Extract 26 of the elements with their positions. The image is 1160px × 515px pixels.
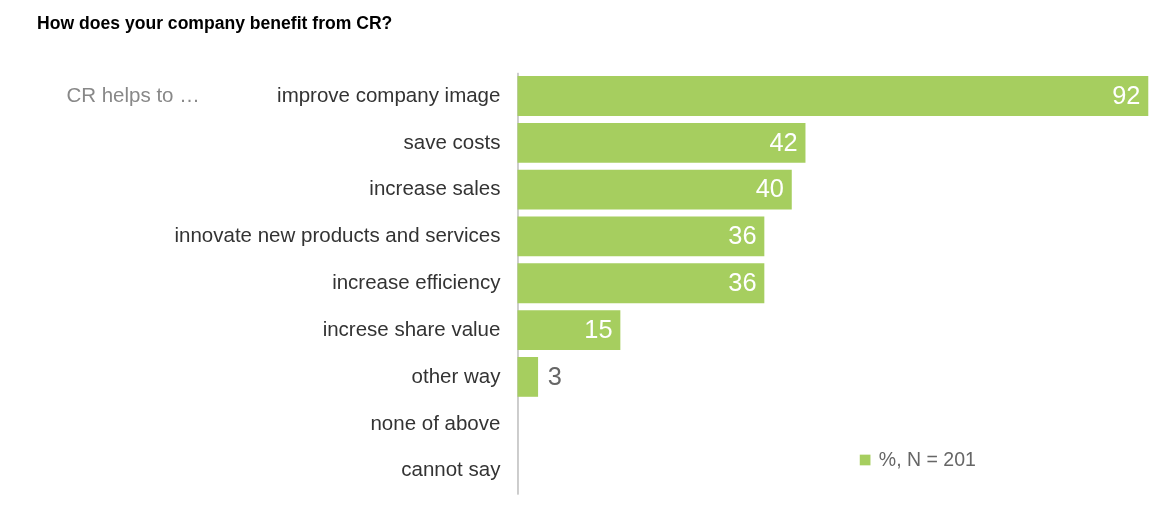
bar [517,76,1149,116]
bar [517,122,806,163]
text: CR helps to … [66,82,200,106]
bar [517,216,765,257]
y-tick-label: increse share value [322,316,501,340]
y-tick-label: improve company image [277,82,501,106]
y-tick-label: none of above [370,410,501,434]
y-tick-label: cannot say [401,457,502,481]
data-label: 92 [1112,80,1141,109]
data-label: 36 [728,221,757,250]
y-tick-label: save costs [403,129,501,153]
bar [517,310,621,350]
text: How does your company benefit from CR? [37,13,393,34]
legend-label: %, N = 201 [878,447,976,470]
data-label: 3 [547,361,562,390]
bar [517,356,539,397]
bar [517,263,765,304]
data-label: 42 [769,127,798,156]
bar [517,169,792,210]
y-tick-label: innovate new products and services [174,223,501,247]
y-tick-label: increase efficiency [332,270,502,294]
data-label: 36 [728,268,757,297]
data-label: 15 [584,314,613,343]
data-label: 40 [755,174,784,203]
y-tick-label: other way [411,363,502,387]
y-tick-label: increase sales [369,176,501,200]
